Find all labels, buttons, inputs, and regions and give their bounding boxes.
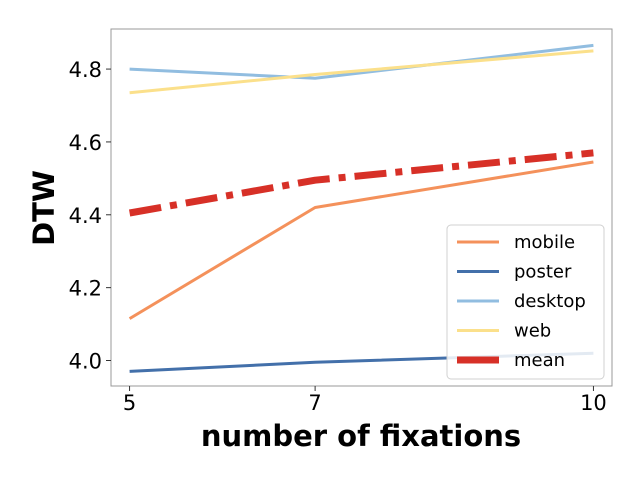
y-tick-label: 4.0 (69, 350, 102, 374)
legend-box (446, 224, 605, 380)
ticks-layer: 5 7 10 4.0 4.2 4.4 4.6 4.8 (69, 58, 607, 415)
legend-label-mean: mean (514, 350, 565, 371)
series-line-mean (128, 149, 594, 217)
y-tick-label: 4.6 (69, 131, 102, 155)
series-line-web (129, 49, 594, 95)
legend-label-poster: poster (514, 262, 572, 283)
legend-label-web: web (514, 321, 551, 342)
y-tick-label: 4.8 (69, 58, 102, 82)
legend-label-mobile: mobile (514, 232, 575, 253)
y-tick-label: 4.2 (69, 277, 102, 301)
x-tick-label: 10 (580, 391, 607, 415)
legend: mobile poster desktop web mean (446, 224, 605, 380)
y-axis-title: DTW (27, 170, 61, 246)
series-line-mobile (128, 160, 594, 320)
y-tick-label: 4.4 (69, 204, 102, 228)
x-tick-label: 7 (308, 391, 321, 415)
x-tick-label: 5 (123, 391, 136, 415)
x-axis-title: number of fixations (201, 419, 521, 453)
series-line-desktop (129, 43, 594, 80)
legend-label-desktop: desktop (514, 291, 586, 312)
